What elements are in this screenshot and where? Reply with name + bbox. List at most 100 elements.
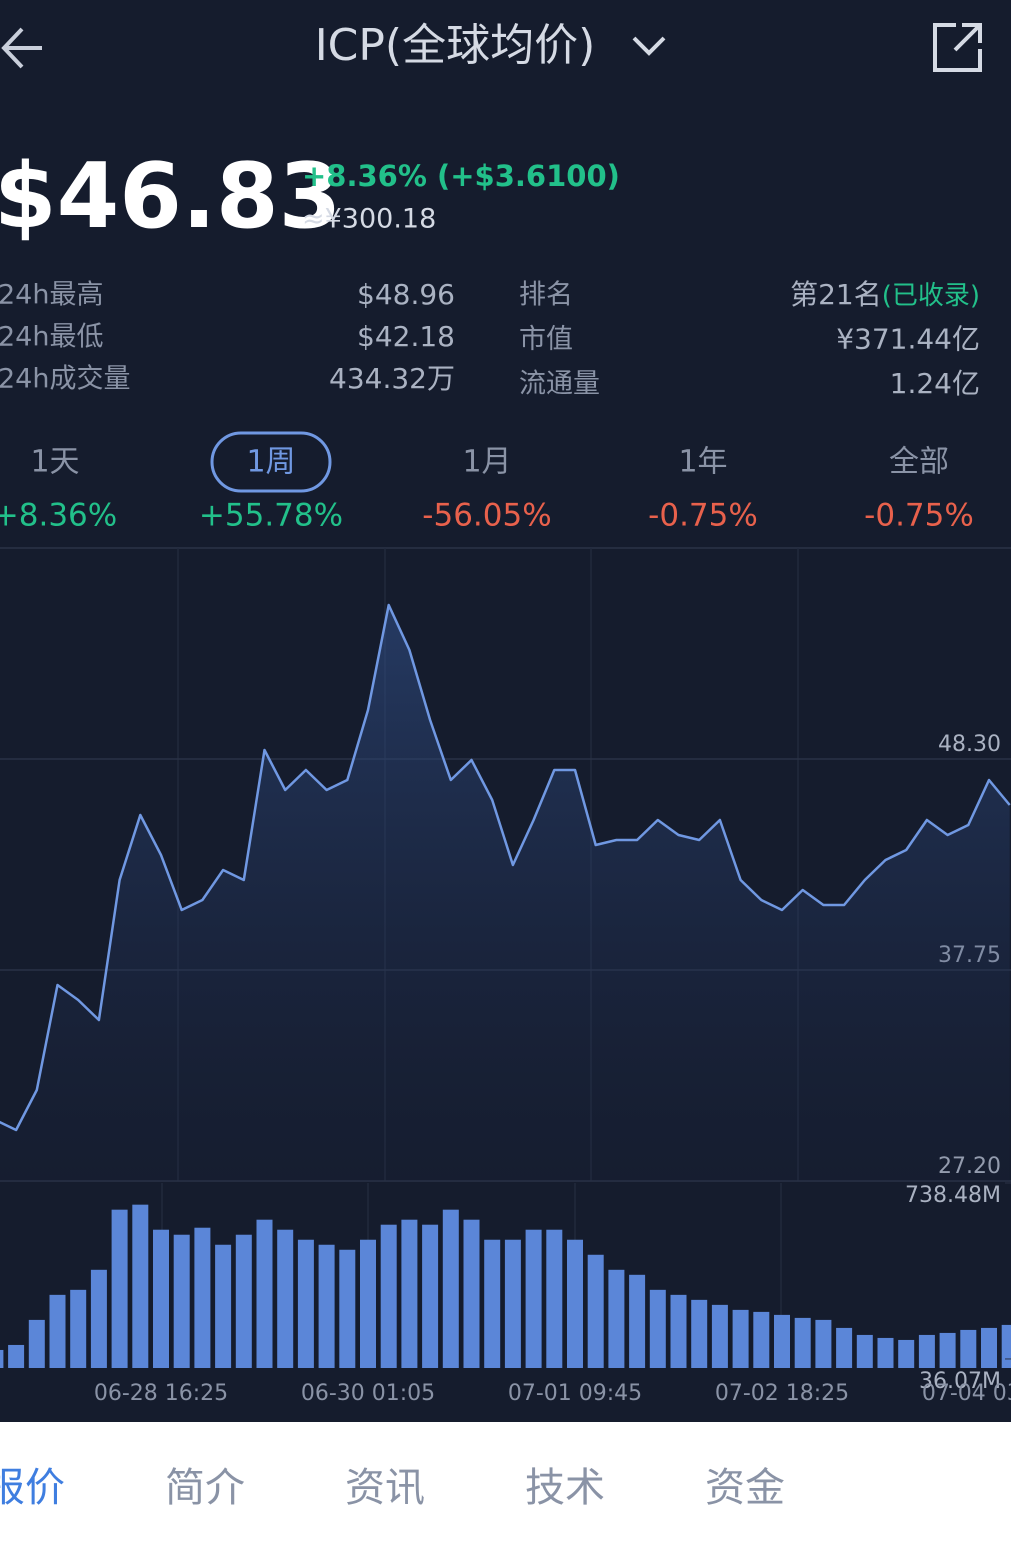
volume-bar [132, 1204, 149, 1368]
volume-bar [774, 1314, 790, 1368]
volume-chart: 738.48M 36.07M [0, 1182, 1011, 1394]
change-abs: (+$3.6100) [437, 159, 620, 193]
volume-bar [360, 1239, 376, 1368]
stat-value-text: 第21名 [790, 278, 882, 311]
volume-bar [28, 1319, 45, 1368]
back-button[interactable] [1, 27, 42, 69]
volume-bar [960, 1329, 977, 1368]
dropdown-icon[interactable] [632, 36, 666, 56]
volume-bar [339, 1249, 356, 1368]
volume-bar [153, 1229, 169, 1368]
stat-value: 1.24亿 [890, 367, 980, 400]
volume-bar [318, 1244, 335, 1368]
volume-bar [70, 1289, 87, 1368]
stat-value: 434.32万 [329, 362, 455, 395]
volume-bar [380, 1224, 397, 1368]
x-tick-label: 06-30 01:05 [301, 1381, 435, 1406]
price-cny: ≈¥300.18 [302, 204, 436, 235]
price: $46.83 [0, 144, 341, 249]
period-change: +55.78% [199, 498, 343, 534]
tabs: 报价 简介 资讯 技术 资金 [0, 1465, 785, 1511]
volume-bar [567, 1239, 583, 1368]
volume-bar [215, 1244, 232, 1368]
volume-bar [484, 1239, 501, 1368]
volume-bar [173, 1234, 190, 1368]
x-tick-label: 07-01 09:45 [508, 1381, 642, 1406]
volume-bar [608, 1269, 625, 1368]
tab[interactable]: 技术 [525, 1465, 605, 1511]
volume-bar [442, 1209, 459, 1368]
x-tick-label: 07-04 03:05 [922, 1381, 1011, 1406]
change-pct: +8.36% [302, 159, 427, 193]
period-change: -0.75% [864, 498, 974, 534]
title[interactable]: ICP(全球均价) [315, 20, 596, 71]
volume-bar [587, 1254, 604, 1368]
volume-bar [856, 1334, 873, 1368]
volume-bar [691, 1299, 708, 1368]
volume-bar [939, 1332, 956, 1368]
volume-bar [877, 1337, 894, 1368]
tab[interactable]: 简介 [165, 1465, 245, 1511]
stat-label: 流通量 [519, 369, 600, 400]
y-tick-label: 738.48M [905, 1183, 1001, 1208]
y-tick-label: 36.07M [919, 1369, 1001, 1394]
x-tick-label: 06-28 16:25 [94, 1381, 228, 1406]
volume-bar [401, 1219, 418, 1368]
volume-bar [753, 1311, 770, 1368]
period-change: +8.36% [0, 498, 117, 534]
periods: 1天 +8.36% 1周 +55.78% 1月 -56.05% 1年 -0.75% 全部 -0.7… [0, 431, 974, 534]
volume-bar [836, 1327, 853, 1368]
tab[interactable]: 资讯 [345, 1465, 425, 1511]
volume-bar [277, 1229, 294, 1368]
share-icon[interactable] [933, 23, 982, 72]
volume-bar [629, 1274, 646, 1368]
tab[interactable]: 报价 [0, 1465, 65, 1511]
tab[interactable]: 资金 [705, 1465, 785, 1511]
stat-value: $42.18 [357, 320, 455, 353]
period-label[interactable]: 1年 [678, 445, 727, 480]
y-tick-label: 48.30 [938, 732, 1001, 757]
volume-bar [981, 1327, 997, 1368]
stat-label: 24h成交量 [0, 364, 130, 395]
volume-bar [463, 1219, 480, 1368]
volume-bar [256, 1219, 273, 1368]
volume-bar [504, 1239, 521, 1368]
volume-bar [235, 1234, 252, 1368]
period-selected [210, 431, 332, 493]
volume-bar [546, 1229, 563, 1368]
stat-label: 市值 [519, 324, 573, 355]
volume-bar [711, 1304, 728, 1368]
period-label[interactable]: 1天 [30, 445, 79, 480]
volume-bar [898, 1339, 915, 1368]
period-label[interactable]: 1月 [462, 445, 511, 480]
period-change: -56.05% [422, 498, 551, 534]
volume-bar [525, 1229, 542, 1368]
volume-bar [8, 1344, 25, 1368]
volume-bar [794, 1317, 811, 1368]
volume-bar [815, 1319, 832, 1368]
stat-value: $48.96 [357, 278, 455, 311]
price-line [0, 603, 1011, 1132]
volume-bar [422, 1224, 439, 1368]
tab-bar [0, 1422, 1011, 1541]
stat-label: 24h最高 [0, 280, 103, 311]
volume-bar [1001, 1324, 1011, 1368]
stat-value: ¥371.44亿 [836, 323, 980, 356]
period-label[interactable]: 全部 [889, 445, 949, 480]
volume-bar [732, 1309, 749, 1368]
background [0, 0, 1011, 1422]
price-chart: 27.2037.7548.30 [0, 603, 1011, 1182]
volume-bar [194, 1227, 211, 1368]
volume-bar [649, 1289, 666, 1368]
price-area [0, 605, 1010, 1181]
stat-label: 排名 [519, 280, 573, 311]
volume-bar [0, 1349, 4, 1368]
stat-label: 24h最低 [0, 322, 103, 353]
volume-bar [49, 1294, 66, 1368]
stats: 24h最高 $48.96 24h最低 $42.18 24h成交量 434.32万 排名 第21… [0, 278, 980, 400]
volume-bar [918, 1334, 935, 1368]
period-label[interactable]: 1周 [246, 445, 295, 480]
volume-bar [111, 1209, 128, 1368]
